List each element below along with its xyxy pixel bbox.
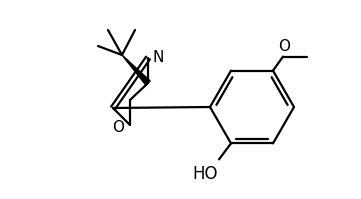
Text: O: O: [112, 120, 124, 135]
Text: N: N: [153, 51, 164, 65]
Text: HO: HO: [192, 165, 218, 183]
Polygon shape: [122, 55, 150, 85]
Text: O: O: [278, 39, 290, 54]
